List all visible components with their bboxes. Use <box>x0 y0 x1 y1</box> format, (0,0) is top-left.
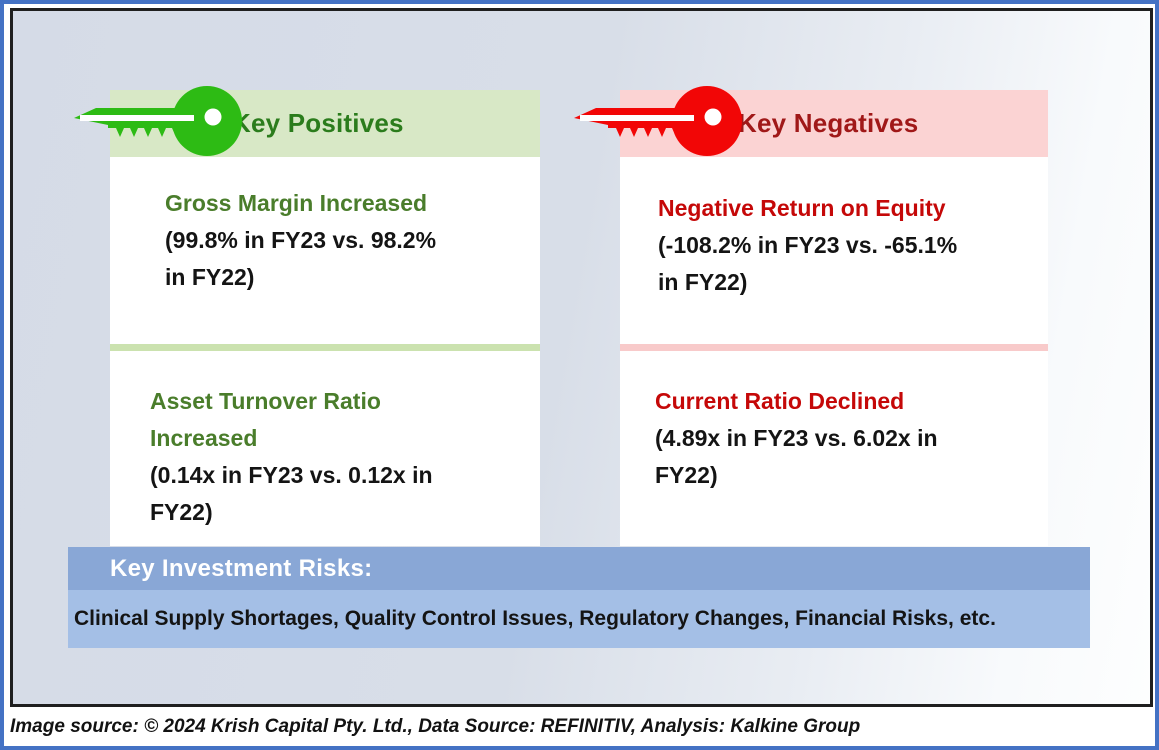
negative-detail: (4.89x in FY23 vs. 6.02x in FY22) <box>655 425 938 488</box>
key-icon <box>74 86 242 156</box>
risks-title: Key Investment Risks: <box>110 554 373 582</box>
risks-text: Clinical Supply Shortages, Quality Contr… <box>74 607 996 630</box>
positive-card-asset-turnover: Asset Turnover Ratio Increased (0.14x in… <box>110 351 540 546</box>
negative-card-current-ratio: Current Ratio Declined (4.89x in FY23 vs… <box>620 351 1048 546</box>
positive-heading: Gross Margin Increased <box>165 190 428 216</box>
footer-bar: Image source: © 2024 Krish Capital Pty. … <box>10 708 1150 746</box>
key-icon <box>574 86 742 156</box>
image-source-text: Image source: © 2024 Krish Capital Pty. … <box>10 716 861 737</box>
positive-heading: Asset Turnover Ratio Increased <box>150 388 381 451</box>
negatives-title: Key Negatives <box>738 108 919 138</box>
risks-header-bar: Key Investment Risks: <box>68 547 1090 590</box>
positives-title: Key Positives <box>232 108 404 138</box>
risks-body-bar: Clinical Supply Shortages, Quality Contr… <box>68 590 1090 648</box>
negative-heading: Negative Return on Equity <box>658 195 946 221</box>
negative-detail: (-108.2% in FY23 vs. -65.1% in FY22) <box>658 232 958 295</box>
negative-heading: Current Ratio Declined <box>655 388 905 414</box>
positive-detail: (99.8% in FY23 vs. 98.2% in FY22) <box>165 227 437 290</box>
negatives-divider <box>620 344 1048 351</box>
positive-card-gross-margin: Gross Margin Increased (99.8% in FY23 vs… <box>110 157 540 344</box>
positives-divider <box>110 344 540 351</box>
negative-card-return-on-equity: Negative Return on Equity (-108.2% in FY… <box>620 157 1048 344</box>
positive-detail: (0.14x in FY23 vs. 0.12x in FY22) <box>150 462 433 525</box>
